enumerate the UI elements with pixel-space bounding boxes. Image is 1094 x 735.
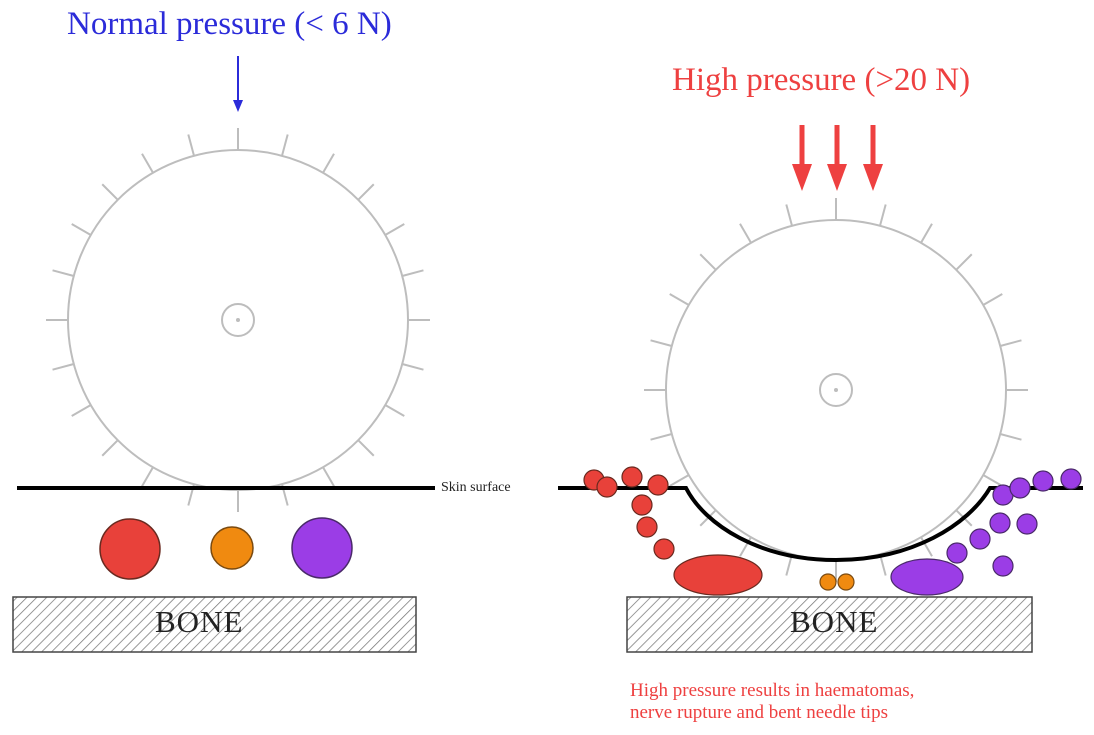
bone-right-block <box>626 596 1033 653</box>
note-line-2: nerve rupture and bent needle tips <box>630 702 888 723</box>
nerve-orange-pair <box>819 573 855 591</box>
bone-right-label: BONE <box>790 604 879 639</box>
pinwheel-spike <box>322 153 335 174</box>
pinwheel-spike <box>141 466 154 487</box>
pinwheel-spike <box>955 253 973 271</box>
pinwheel-spike <box>141 153 154 174</box>
blood-vessel-purple-icon <box>291 517 353 579</box>
pinwheel-spike <box>650 433 673 441</box>
pinwheel-right-icon <box>644 198 1028 582</box>
pinwheel-spike <box>384 404 405 417</box>
pinwheel-spike <box>71 223 92 236</box>
pinwheel-spike <box>785 204 793 227</box>
pinwheel-spike <box>920 536 933 557</box>
blood-vessel-red-icon <box>99 518 161 580</box>
pinwheel-spike <box>101 183 119 201</box>
pinwheel-spike <box>187 134 195 157</box>
note-line-1: High pressure results in haematomas, <box>630 680 915 701</box>
bone-left-label: BONE <box>155 604 244 639</box>
pinwheel-spike <box>982 293 1003 306</box>
skin-surface-label: Skin surface <box>441 480 511 495</box>
pinwheel-spike <box>71 404 92 417</box>
pinwheel-spike <box>920 223 933 244</box>
pinwheel-spike <box>999 339 1022 347</box>
haematoma-red-cluster <box>583 466 763 596</box>
high-pressure-arrows-icon <box>792 125 883 191</box>
pinwheel-spike <box>357 183 375 201</box>
pinwheel-spike <box>650 339 673 347</box>
pinwheel-spike <box>879 204 887 227</box>
pinwheel-spike <box>52 269 75 277</box>
pinwheel-spike <box>52 363 75 371</box>
pinwheel-spike <box>669 474 690 487</box>
pinwheel-spike <box>401 269 424 277</box>
nerve-orange-icon <box>210 526 254 570</box>
skin-surface-right <box>558 486 1083 563</box>
pinwheel-spike <box>699 253 717 271</box>
normal-arrow-icon <box>233 56 243 112</box>
pinwheel-spike <box>384 223 405 236</box>
pinwheel-spike <box>739 223 752 244</box>
pinwheel-spike <box>669 293 690 306</box>
pinwheel-spike <box>101 439 119 457</box>
pinwheel-spike <box>999 433 1022 441</box>
haematoma-purple-cluster <box>890 468 1082 596</box>
pinwheel-spike <box>401 363 424 371</box>
bone-left-block <box>12 596 417 653</box>
pinwheel-spike <box>322 466 335 487</box>
high-pressure-note: High pressure results in haematomas, ner… <box>630 680 914 724</box>
normal-pressure-label: Normal pressure (< 6 N) <box>67 6 392 42</box>
pinwheel-spike <box>357 439 375 457</box>
pinwheel-left-icon <box>46 128 430 512</box>
pinwheel-spike <box>281 134 289 157</box>
pinwheel-spike <box>982 474 1003 487</box>
high-pressure-label: High pressure (>20 N) <box>672 62 971 98</box>
